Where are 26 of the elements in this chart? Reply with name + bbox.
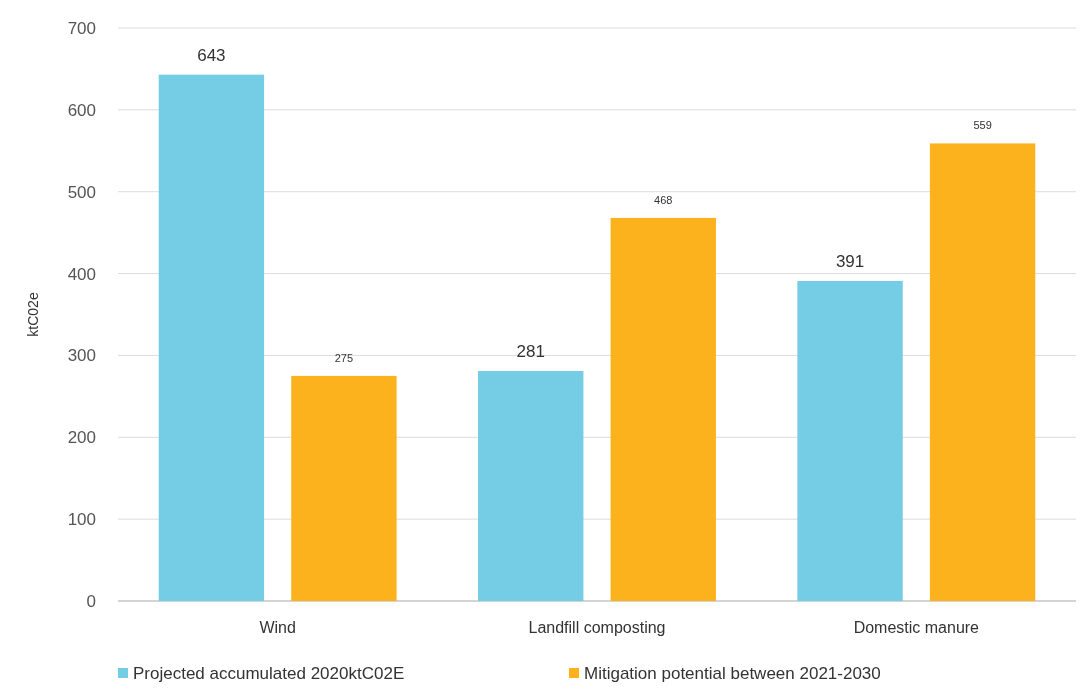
bar	[158, 74, 265, 601]
y-tick-label: 100	[67, 510, 96, 530]
y-axis-title: ktC02e	[25, 292, 41, 337]
y-tick-label: 300	[67, 346, 96, 366]
data-label: 281	[516, 341, 545, 361]
x-tick-label: Landfill composting	[528, 619, 666, 636]
data-label: 468	[654, 193, 673, 206]
bar	[797, 280, 903, 601]
data-label: 559	[973, 119, 992, 132]
bar	[610, 217, 716, 601]
y-tick-label: 200	[67, 428, 96, 448]
legend-label: Mitigation potential between 2021-2030	[584, 664, 881, 683]
bar	[291, 375, 397, 601]
legend-label: Projected accumulated 2020ktC02E	[133, 664, 405, 683]
y-tick-label: 400	[67, 264, 96, 284]
data-label: 275	[334, 351, 354, 364]
y-tick-label: 0	[86, 591, 96, 611]
x-tick-label: Wind	[259, 619, 296, 636]
y-tick-label: 500	[67, 182, 96, 202]
x-tick-label: Domestic manure	[853, 619, 980, 636]
data-label: 391	[835, 251, 865, 271]
y-tick-label: 600	[67, 100, 96, 120]
data-label: 643	[197, 45, 226, 65]
bar	[929, 143, 1036, 601]
bar	[478, 370, 584, 601]
y-tick-label: 700	[67, 18, 96, 38]
